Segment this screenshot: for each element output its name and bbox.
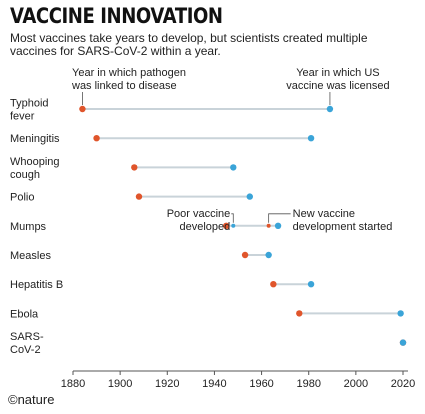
- category-label: Typhoid: [10, 98, 49, 110]
- licensed-year-point: [399, 339, 407, 346]
- category-label: SARS-: [10, 331, 44, 343]
- annotation-poor-vaccine-pointer: [231, 213, 234, 223]
- chart-subtitle: Most vaccines take years to develop, but…: [10, 31, 368, 58]
- x-tick-label: 1940: [202, 378, 226, 390]
- licensed-year-point: [307, 135, 315, 142]
- category-label: Mumps: [10, 221, 47, 233]
- linked-year-point: [270, 281, 277, 288]
- x-tick-label: 1900: [108, 378, 132, 390]
- new-development-point: [266, 223, 271, 228]
- linked-year-point: [135, 193, 143, 200]
- annotation-linked: was linked to disease: [71, 80, 177, 92]
- x-tick-label: 2000: [344, 378, 368, 390]
- category-label: cough: [10, 169, 40, 181]
- category-label: Polio: [10, 192, 34, 204]
- category-label: CoV-2: [10, 344, 41, 356]
- category-label: fever: [10, 111, 35, 123]
- licensed-year-point: [326, 105, 334, 113]
- licensed-year-point: [274, 222, 282, 229]
- source-credit: ©nature: [8, 392, 55, 407]
- annotation-new-development-pointer: [268, 213, 291, 223]
- poor-vaccine-point: [231, 223, 236, 228]
- annotation-licensed: vaccine was licensed: [286, 80, 389, 92]
- annotation-licensed: Year in which US: [296, 67, 379, 79]
- licensed-year-point: [230, 164, 237, 171]
- annotation-poor-vaccine: developed: [180, 221, 231, 233]
- linked-year-point: [131, 164, 138, 171]
- linked-year-point: [223, 222, 230, 229]
- linked-year-point: [79, 105, 86, 113]
- annotation-linked: Year in which pathogen: [72, 67, 186, 79]
- category-label: Ebola: [10, 308, 39, 320]
- annotation-new-development: New vaccine: [293, 208, 355, 220]
- annotation-poor-vaccine: Poor vaccine: [167, 208, 231, 220]
- annotation-new-development: development started: [293, 221, 393, 233]
- category-label: Measles: [10, 250, 51, 262]
- linked-year-point: [241, 251, 249, 259]
- x-tick-label: 1920: [155, 378, 179, 390]
- licensed-year-point: [397, 310, 404, 317]
- x-tick-label: 1980: [296, 378, 320, 390]
- licensed-year-point: [307, 281, 315, 288]
- x-tick-label: 1960: [249, 378, 273, 390]
- licensed-year-point: [265, 251, 272, 259]
- category-label: Hepatitis B: [10, 279, 63, 291]
- category-label: Whooping: [10, 156, 60, 168]
- x-tick-label: 1880: [61, 378, 85, 390]
- licensed-year-point: [246, 193, 253, 200]
- category-label: Meningitis: [10, 133, 60, 145]
- x-tick-label: 2020: [391, 378, 415, 390]
- linked-year-point: [296, 310, 303, 317]
- linked-year-point: [93, 135, 100, 142]
- chart-title: VACCINE INNOVATION: [10, 4, 223, 28]
